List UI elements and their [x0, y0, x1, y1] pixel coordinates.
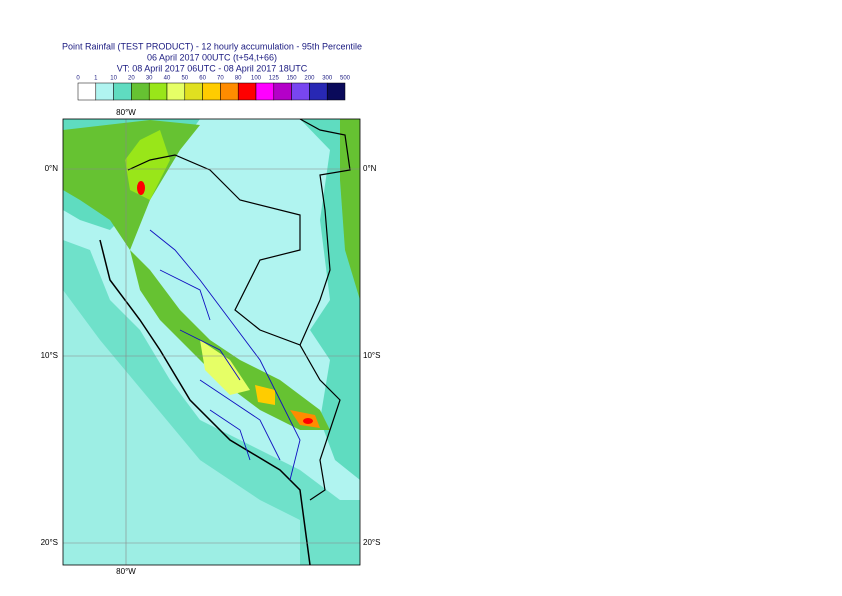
legend-label: 20 [128, 76, 135, 82]
legend-label: 125 [269, 76, 280, 82]
title-line: Point Rainfall (TEST PRODUCT) - 12 hourl… [62, 41, 362, 51]
graticule [63, 119, 360, 565]
legend-swatch [273, 82, 292, 101]
lat-label: 10°S [41, 351, 58, 360]
legend-swatch [166, 82, 186, 101]
lat-label: 20°S [41, 538, 58, 547]
legend-swatch [309, 82, 328, 101]
lat-label: 10°S [363, 351, 380, 360]
legend-swatch [291, 82, 310, 101]
legend-swatch [184, 82, 203, 101]
legend-label: 70 [217, 76, 224, 82]
legend-label: 30 [146, 76, 153, 82]
legend-label: 0 [76, 76, 80, 82]
legend-label: 500 [340, 76, 351, 82]
legend-label: 60 [199, 76, 206, 82]
legend-swatch [202, 82, 221, 101]
legend-swatch [220, 82, 239, 101]
map-frame [62, 118, 361, 566]
legend-swatch [113, 82, 132, 101]
legend-label: 300 [322, 76, 333, 82]
lon-label: 80°W [116, 567, 136, 576]
legend-label: 150 [287, 76, 298, 82]
legend-swatch [237, 82, 257, 101]
legend-label: 80 [235, 76, 242, 82]
lat-label: 0°N [45, 164, 59, 173]
legend-swatch [95, 82, 114, 101]
lat-label: 0°N [363, 164, 377, 173]
legend-swatch [326, 82, 346, 101]
lat-label: 20°S [363, 538, 380, 547]
legend-swatch [148, 82, 168, 101]
lon-label: 80°W [116, 108, 136, 117]
legend-label: 40 [164, 76, 171, 82]
legend-swatch [255, 82, 275, 101]
legend-swatch [77, 82, 97, 101]
legend-label: 10 [110, 76, 117, 82]
legend: 0 1 10 20 30 40 50 60 70 80 100 125 150 200 300 500 [76, 76, 351, 101]
legend-label: 100 [251, 76, 262, 82]
legend-label: 1 [94, 76, 98, 82]
title-line: VT: 08 April 2017 06UTC - 08 April 2017 … [117, 63, 308, 73]
legend-label: 50 [181, 76, 188, 82]
map-field [63, 119, 360, 565]
legend-label: 200 [304, 76, 315, 82]
legend-swatch [131, 82, 150, 101]
title-line: 06 April 2017 00UTC (t+54,t+66) [147, 52, 277, 62]
